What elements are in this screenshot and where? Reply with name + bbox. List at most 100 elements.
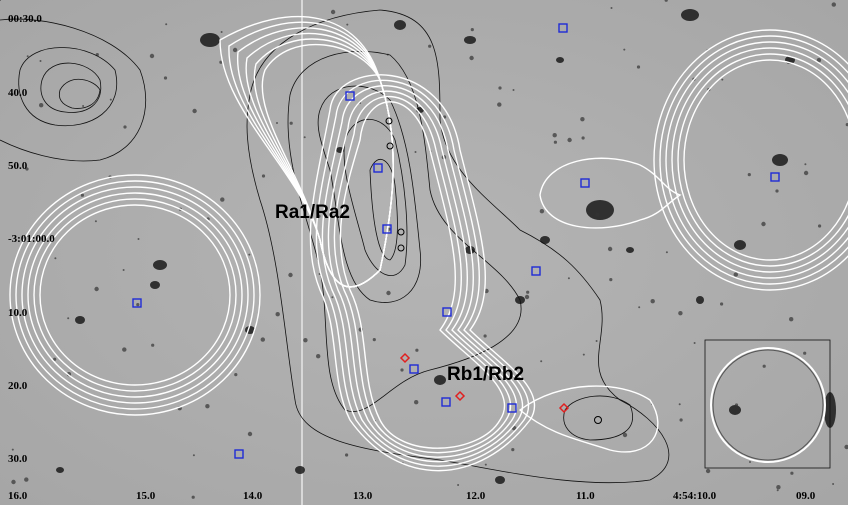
galaxy	[394, 20, 406, 30]
galaxy	[626, 247, 634, 253]
galaxy	[772, 154, 788, 166]
galaxy	[150, 281, 160, 289]
faint-source	[735, 403, 738, 406]
faint-source	[331, 296, 333, 298]
faint-source	[804, 163, 806, 165]
faint-source	[651, 299, 655, 303]
faint-source	[150, 54, 154, 58]
faint-source	[261, 337, 265, 341]
faint-source	[638, 306, 640, 308]
faint-source	[94, 287, 98, 291]
faint-source	[192, 496, 195, 499]
galaxy	[495, 476, 505, 484]
faint-source	[526, 291, 529, 294]
faint-source	[27, 55, 29, 57]
faint-source	[457, 484, 459, 486]
x-axis-label: 11.0	[576, 490, 595, 502]
x-axis-label: 12.0	[466, 490, 486, 502]
faint-source	[12, 449, 14, 451]
faint-source	[803, 352, 806, 355]
faint-source	[290, 122, 293, 125]
faint-source	[485, 464, 487, 466]
faint-source	[776, 485, 780, 489]
faint-source	[138, 238, 140, 240]
faint-source	[583, 354, 585, 356]
faint-source	[469, 56, 473, 60]
y-axis-label: 30.0	[8, 453, 28, 465]
faint-source	[790, 472, 793, 475]
faint-source	[567, 138, 571, 142]
y-axis-label: 20.0	[8, 380, 28, 392]
faint-source	[11, 480, 15, 484]
faint-source	[415, 349, 418, 352]
faint-source	[497, 102, 501, 106]
x-axis-label: 16.0	[8, 490, 28, 502]
galaxy	[540, 236, 550, 244]
x-axis-label: 14.0	[243, 490, 263, 502]
faint-source	[763, 365, 766, 368]
faint-source	[580, 117, 584, 121]
faint-source	[24, 477, 28, 481]
faint-source	[680, 418, 683, 421]
faint-source	[484, 334, 487, 337]
faint-source	[428, 45, 431, 48]
faint-source	[775, 189, 778, 192]
faint-source	[721, 79, 723, 81]
faint-source	[262, 174, 265, 177]
faint-source	[192, 109, 196, 113]
faint-source	[386, 291, 390, 295]
faint-source	[611, 7, 613, 9]
faint-source	[832, 483, 834, 485]
faint-source	[40, 60, 42, 62]
faint-source	[415, 151, 417, 153]
faint-source	[221, 31, 223, 33]
faint-source	[304, 136, 306, 138]
faint-source	[123, 125, 126, 128]
x-axis-label: 09.0	[796, 490, 816, 502]
galaxy	[696, 296, 704, 304]
faint-source	[720, 302, 723, 305]
galaxy	[56, 467, 64, 473]
sky-image	[0, 0, 848, 505]
faint-source	[749, 461, 751, 463]
faint-source	[303, 338, 307, 342]
faint-source	[220, 197, 224, 201]
faint-source	[554, 141, 557, 144]
faint-source	[582, 136, 585, 139]
faint-source	[373, 338, 376, 341]
figure: 00:30.040.050.0-3:01:00.010.020.030.016.…	[0, 0, 848, 511]
faint-source	[39, 103, 43, 107]
galaxy	[729, 405, 741, 415]
y-axis-label: 50.0	[8, 160, 28, 172]
faint-source	[205, 404, 209, 408]
faint-source	[193, 454, 195, 456]
faint-source	[777, 489, 779, 491]
faint-source	[540, 360, 542, 362]
faint-source	[248, 432, 252, 436]
faint-source	[818, 224, 821, 227]
faint-source	[666, 251, 668, 253]
faint-source	[54, 257, 56, 259]
faint-source	[789, 317, 793, 321]
galaxy	[586, 200, 614, 220]
faint-source	[110, 99, 112, 101]
faint-source	[471, 28, 474, 31]
faint-source	[316, 354, 320, 358]
faint-source	[694, 342, 696, 344]
faint-source	[568, 277, 570, 279]
faint-source	[525, 295, 529, 299]
galaxy	[295, 466, 305, 474]
faint-source	[122, 347, 126, 351]
faint-source	[151, 344, 154, 347]
galaxy	[734, 240, 746, 250]
faint-source	[95, 220, 97, 222]
faint-source	[596, 340, 598, 342]
x-axis-label: 13.0	[353, 490, 373, 502]
faint-source	[761, 222, 765, 226]
galaxy	[556, 57, 564, 63]
annotation: Rb1/Rb2	[447, 364, 524, 385]
faint-source	[553, 133, 557, 137]
faint-source	[637, 65, 640, 68]
galaxy	[153, 260, 167, 270]
y-axis-label: 40.0	[8, 87, 28, 99]
